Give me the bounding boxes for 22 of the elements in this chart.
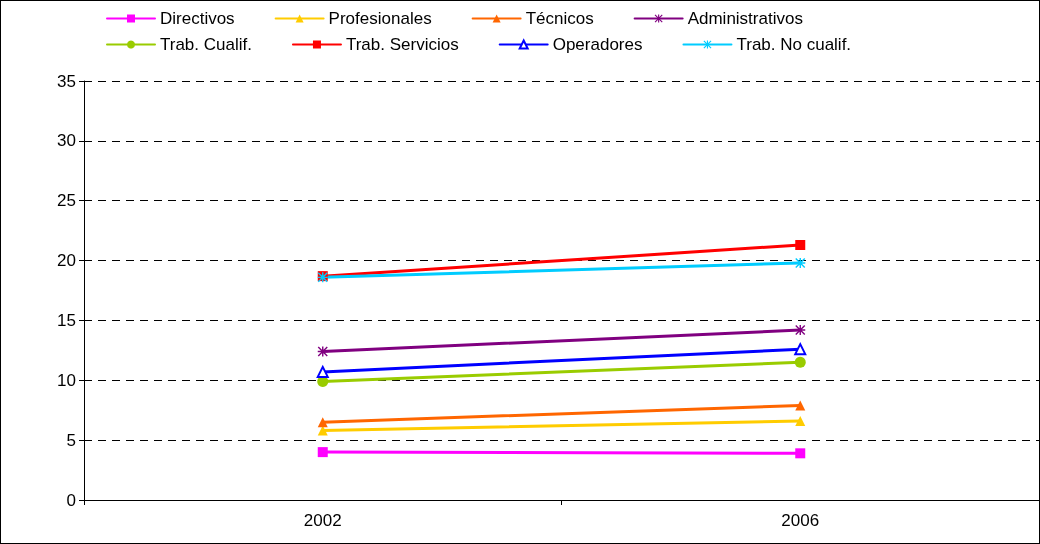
point: [795, 240, 806, 251]
legend-label: Trab. No cualif.: [736, 35, 852, 54]
legend-label: Administrativos: [687, 9, 803, 28]
point: [794, 356, 806, 368]
y-tick-label: 5: [66, 430, 76, 450]
y-tick-label: 20: [57, 251, 76, 271]
legend-label: Directivos: [160, 9, 235, 28]
y-tick-label: 10: [57, 370, 76, 390]
point: [795, 448, 806, 459]
x-tick-label: 2002: [303, 511, 342, 530]
y-tick-label: 25: [57, 191, 76, 211]
y-tick-label: 0: [66, 490, 76, 510]
point: [317, 447, 328, 458]
legend-label: Profesionales: [328, 9, 432, 28]
y-tick-label: 15: [57, 310, 76, 330]
legend-label: Técnicos: [525, 9, 594, 28]
y-tick-label: 30: [57, 131, 76, 151]
legend-label: Trab. Servicios: [345, 35, 459, 54]
legend-label: Operadores: [552, 35, 643, 54]
legend-label: Trab. Cualif.: [160, 35, 252, 54]
x-tick-label: 2006: [781, 511, 820, 530]
y-tick-label: 35: [57, 71, 76, 91]
